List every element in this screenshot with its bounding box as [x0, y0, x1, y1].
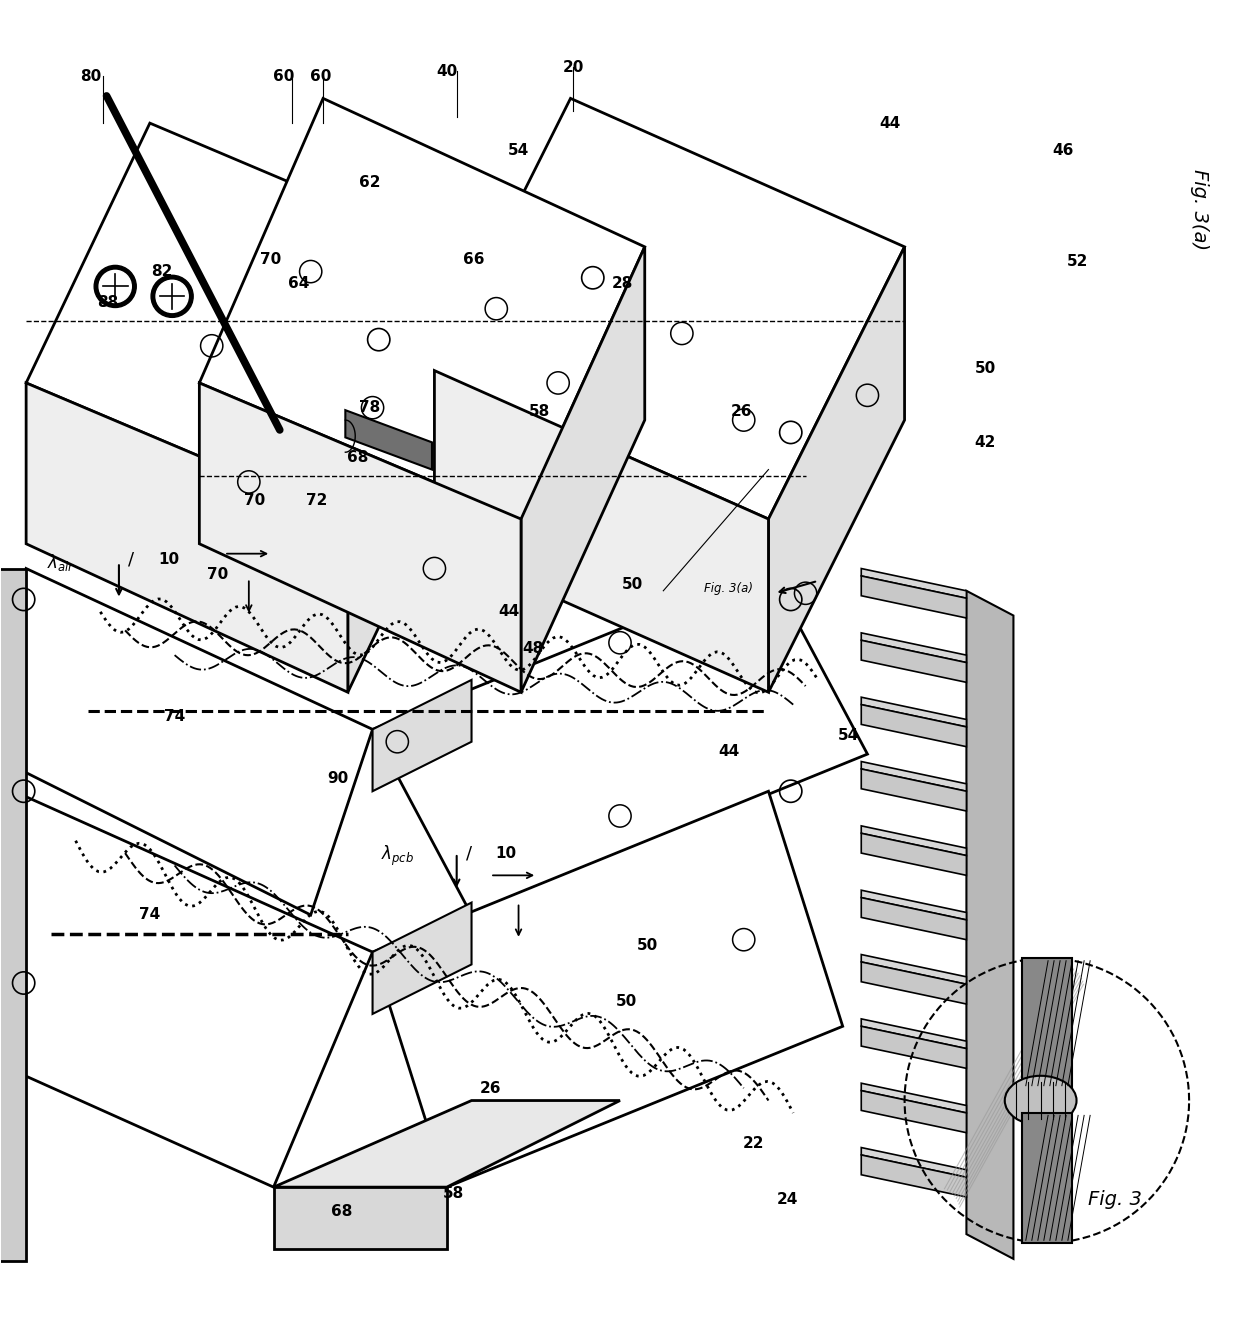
Polygon shape: [0, 569, 26, 1262]
Polygon shape: [966, 591, 1013, 1259]
Polygon shape: [26, 123, 471, 519]
Text: 24: 24: [776, 1192, 797, 1207]
Polygon shape: [862, 761, 966, 792]
Polygon shape: [862, 1155, 966, 1197]
Text: 60: 60: [310, 68, 331, 84]
Polygon shape: [862, 705, 966, 746]
Polygon shape: [26, 383, 347, 693]
Polygon shape: [372, 680, 471, 792]
Text: 28: 28: [611, 276, 634, 291]
Polygon shape: [862, 1027, 966, 1068]
Text: 44: 44: [718, 744, 739, 760]
Text: $\lambda_{air}$: $\lambda_{air}$: [47, 551, 74, 573]
Polygon shape: [200, 99, 645, 519]
Polygon shape: [372, 569, 868, 914]
Polygon shape: [274, 1187, 446, 1250]
Polygon shape: [862, 833, 966, 876]
Polygon shape: [862, 963, 966, 1004]
Polygon shape: [862, 955, 966, 984]
Text: 70: 70: [207, 567, 228, 582]
Text: 10: 10: [496, 845, 517, 861]
Circle shape: [156, 280, 188, 312]
Ellipse shape: [1004, 1076, 1076, 1125]
Circle shape: [94, 266, 136, 307]
Polygon shape: [434, 99, 904, 519]
Polygon shape: [434, 371, 769, 693]
Text: 44: 44: [498, 605, 520, 619]
Text: Fig. 3: Fig. 3: [1087, 1189, 1142, 1210]
Text: Fig. 3(a): Fig. 3(a): [1189, 170, 1209, 250]
Polygon shape: [274, 1100, 620, 1187]
Text: 68: 68: [347, 450, 368, 465]
Text: 54: 54: [508, 143, 529, 158]
Text: $\lambda_{pcb}$: $\lambda_{pcb}$: [381, 844, 414, 868]
Text: 46: 46: [1053, 143, 1074, 158]
Text: 74: 74: [139, 908, 160, 922]
Text: 78: 78: [360, 400, 381, 415]
Text: 50: 50: [615, 995, 637, 1009]
Text: 70: 70: [260, 252, 281, 267]
Polygon shape: [862, 1083, 966, 1113]
Text: 44: 44: [879, 116, 900, 131]
Text: 60: 60: [273, 68, 294, 84]
Polygon shape: [200, 383, 521, 693]
Text: 26: 26: [480, 1080, 501, 1096]
Text: 88: 88: [97, 295, 118, 310]
Polygon shape: [862, 569, 966, 598]
Polygon shape: [862, 641, 966, 682]
Polygon shape: [862, 575, 966, 618]
Text: 42: 42: [975, 435, 996, 450]
Polygon shape: [862, 890, 966, 920]
Text: 20: 20: [562, 60, 584, 75]
Text: Fig. 3(a): Fig. 3(a): [704, 582, 753, 595]
Text: 64: 64: [288, 276, 309, 291]
Polygon shape: [862, 1148, 966, 1177]
Text: 68: 68: [331, 1204, 352, 1219]
Text: 50: 50: [636, 939, 658, 953]
Text: 58: 58: [529, 405, 551, 419]
Polygon shape: [345, 410, 432, 470]
Polygon shape: [862, 1019, 966, 1048]
Polygon shape: [372, 792, 843, 1187]
Text: 48: 48: [523, 641, 544, 657]
Text: 90: 90: [327, 772, 348, 786]
Polygon shape: [862, 697, 966, 726]
Text: 22: 22: [743, 1136, 764, 1151]
Text: 50: 50: [621, 577, 644, 593]
Text: 26: 26: [730, 405, 751, 419]
Polygon shape: [0, 792, 372, 1187]
Polygon shape: [0, 569, 372, 914]
Polygon shape: [347, 259, 471, 693]
Text: $/$: $/$: [128, 551, 135, 569]
Polygon shape: [521, 247, 645, 693]
Text: 80: 80: [79, 68, 102, 84]
Text: 70: 70: [244, 493, 265, 509]
Polygon shape: [862, 826, 966, 856]
Circle shape: [99, 271, 131, 303]
Polygon shape: [372, 902, 471, 1013]
Text: 58: 58: [443, 1185, 464, 1200]
Text: 40: 40: [436, 64, 458, 79]
Text: 54: 54: [838, 728, 859, 744]
Text: 66: 66: [464, 252, 485, 267]
Text: 50: 50: [975, 360, 996, 375]
Bar: [1022, 1113, 1071, 1243]
Polygon shape: [862, 633, 966, 662]
Polygon shape: [862, 769, 966, 812]
Text: 74: 74: [164, 709, 185, 725]
Polygon shape: [862, 897, 966, 940]
Polygon shape: [862, 1091, 966, 1132]
Polygon shape: [769, 247, 904, 693]
Text: 72: 72: [306, 493, 327, 509]
Text: 52: 52: [1068, 254, 1089, 270]
Bar: [1022, 959, 1071, 1088]
Text: $/$: $/$: [465, 844, 474, 862]
Text: 10: 10: [157, 553, 179, 567]
Circle shape: [151, 275, 193, 318]
Text: 82: 82: [151, 264, 172, 279]
Text: 62: 62: [360, 175, 381, 190]
